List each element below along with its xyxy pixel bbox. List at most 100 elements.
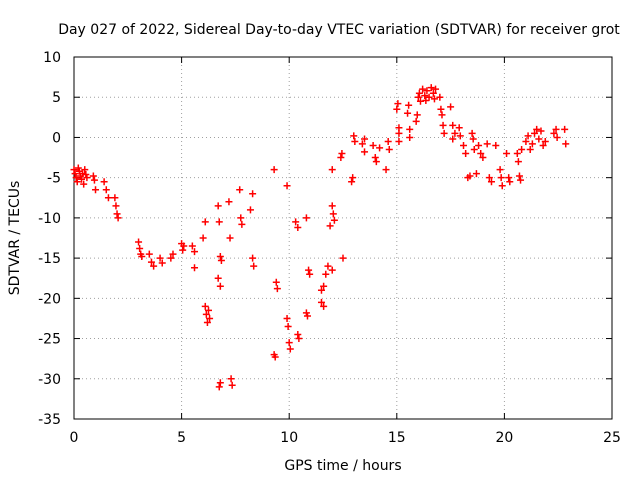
x-tick-label: 20 bbox=[495, 430, 513, 446]
data-point bbox=[150, 262, 158, 270]
data-point bbox=[351, 137, 359, 145]
data-point bbox=[541, 137, 549, 145]
data-point bbox=[528, 140, 536, 148]
data-point bbox=[372, 158, 380, 166]
data-point bbox=[513, 150, 521, 158]
data-point bbox=[206, 314, 214, 322]
data-point bbox=[535, 135, 543, 143]
data-point bbox=[430, 95, 438, 103]
data-point bbox=[539, 141, 547, 149]
data-point bbox=[561, 125, 569, 133]
y-tick-label: -25 bbox=[38, 332, 61, 348]
y-tick-label: 10 bbox=[43, 50, 61, 66]
data-point bbox=[169, 250, 177, 258]
data-point bbox=[437, 105, 445, 113]
data-point bbox=[423, 87, 431, 95]
data-point bbox=[496, 166, 504, 174]
y-tick-label: 0 bbox=[52, 130, 61, 146]
data-point bbox=[447, 103, 455, 111]
data-point bbox=[292, 218, 300, 226]
data-point bbox=[330, 216, 338, 224]
data-point bbox=[249, 190, 257, 198]
data-point bbox=[284, 322, 292, 330]
data-point bbox=[283, 314, 291, 322]
data-point bbox=[283, 182, 291, 190]
y-tick-label: -15 bbox=[38, 251, 61, 267]
data-point bbox=[92, 186, 100, 194]
data-point bbox=[462, 150, 470, 158]
data-point bbox=[228, 381, 236, 389]
data-point bbox=[273, 285, 281, 293]
data-point bbox=[250, 262, 258, 270]
data-point bbox=[294, 331, 302, 339]
data-point bbox=[306, 270, 314, 278]
data-point bbox=[74, 164, 82, 172]
y-tick-label: -5 bbox=[47, 171, 61, 187]
data-point bbox=[82, 170, 90, 178]
data-point bbox=[455, 124, 463, 132]
data-point bbox=[517, 176, 525, 184]
data-point bbox=[503, 150, 511, 158]
data-point bbox=[191, 248, 199, 256]
x-tick-label: 10 bbox=[280, 430, 298, 446]
data-point bbox=[271, 353, 279, 361]
data-point bbox=[320, 282, 328, 290]
data-point bbox=[427, 84, 435, 92]
data-point bbox=[429, 89, 437, 97]
data-point bbox=[506, 178, 514, 186]
data-point bbox=[328, 202, 336, 210]
data-point bbox=[272, 278, 280, 286]
data-point bbox=[285, 339, 293, 347]
data-point bbox=[70, 166, 78, 174]
chart-title: Day 027 of 2022, Sidereal Day-to-day VTE… bbox=[58, 22, 620, 38]
data-point bbox=[320, 302, 328, 310]
data-point bbox=[179, 246, 187, 254]
data-point bbox=[227, 375, 235, 383]
data-point bbox=[449, 121, 457, 129]
data-point bbox=[295, 335, 303, 343]
data-point bbox=[469, 135, 477, 143]
data-point bbox=[350, 132, 358, 140]
data-point bbox=[466, 172, 474, 180]
data-point bbox=[286, 345, 294, 353]
data-point bbox=[191, 264, 199, 272]
data-point bbox=[71, 170, 79, 178]
data-point bbox=[384, 137, 392, 145]
data-point bbox=[203, 318, 211, 326]
x-axis-label: GPS time / hours bbox=[284, 458, 401, 474]
data-point bbox=[216, 253, 224, 261]
data-point bbox=[526, 146, 534, 154]
data-point bbox=[201, 218, 209, 226]
data-point bbox=[317, 286, 325, 294]
data-point bbox=[324, 262, 332, 270]
data-point bbox=[337, 154, 345, 162]
data-point bbox=[361, 148, 369, 156]
data-point bbox=[405, 101, 413, 109]
data-point bbox=[215, 383, 223, 391]
data-point bbox=[394, 100, 402, 108]
data-point bbox=[135, 238, 143, 246]
data-point bbox=[202, 310, 210, 318]
data-point bbox=[79, 170, 87, 178]
data-point bbox=[553, 133, 561, 141]
data-point bbox=[322, 270, 330, 278]
data-point bbox=[201, 302, 209, 310]
data-point bbox=[90, 176, 98, 184]
y-tick-label: -10 bbox=[38, 211, 61, 227]
data-point bbox=[215, 218, 223, 226]
data-point bbox=[136, 244, 144, 252]
data-point bbox=[246, 206, 254, 214]
x-tick-label: 5 bbox=[177, 430, 186, 446]
data-point bbox=[382, 166, 390, 174]
data-point bbox=[533, 125, 541, 133]
data-point bbox=[395, 129, 403, 137]
data-point bbox=[225, 198, 233, 206]
data-point bbox=[104, 194, 112, 202]
data-point bbox=[348, 178, 356, 186]
data-point bbox=[317, 298, 325, 306]
data-point bbox=[329, 210, 337, 218]
data-point bbox=[102, 186, 110, 194]
data-point bbox=[81, 166, 89, 174]
data-point bbox=[438, 111, 446, 119]
